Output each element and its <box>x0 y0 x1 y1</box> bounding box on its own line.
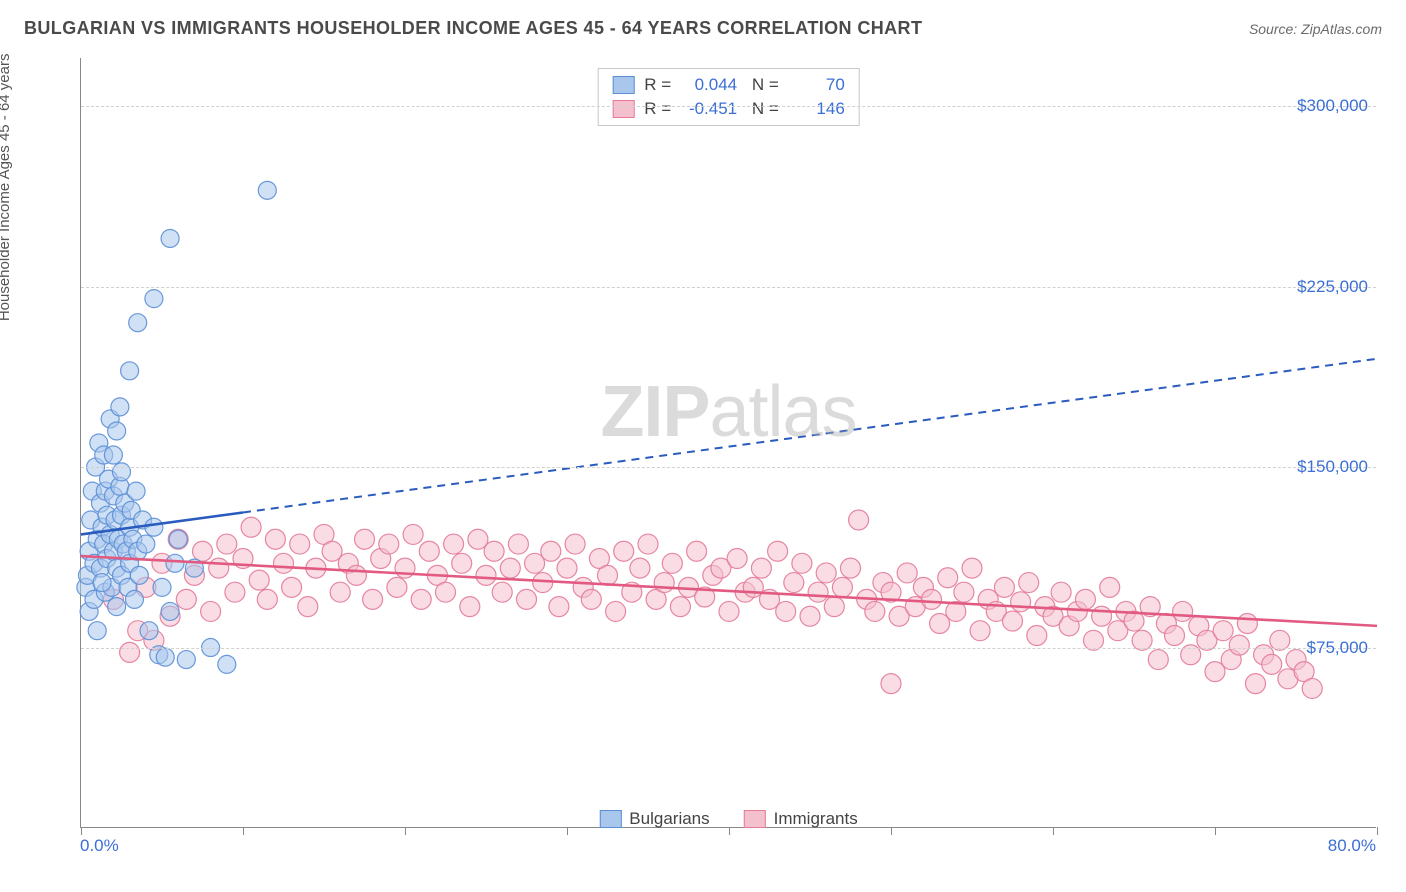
y-tick-label: $300,000 <box>1297 96 1368 116</box>
y-axis-label: Householder Income Ages 45 - 64 years <box>0 54 13 322</box>
x-tick <box>1377 827 1378 835</box>
legend-item: Bulgarians <box>599 809 709 829</box>
n-label: N = <box>747 99 779 119</box>
legend-stats-row: R = 0.044 N = 70 <box>612 73 845 97</box>
gridline <box>81 648 1376 649</box>
plot-area: ZIPatlas R = 0.044 N = 70 R = -0.451 N =… <box>80 58 1376 828</box>
r-value: -0.451 <box>681 99 737 119</box>
n-label: N = <box>747 75 779 95</box>
legend-swatch-icon <box>599 810 621 828</box>
legend-stats-row: R = -0.451 N = 146 <box>612 97 845 121</box>
x-tick <box>729 827 730 835</box>
legend-item: Immigrants <box>744 809 858 829</box>
legend-series: Bulgarians Immigrants <box>599 809 857 829</box>
x-tick <box>1215 827 1216 835</box>
r-value: 0.044 <box>681 75 737 95</box>
x-tick <box>567 827 568 835</box>
x-axis-start: 0.0% <box>80 836 119 856</box>
legend-swatch-icon <box>612 76 634 94</box>
x-tick <box>405 827 406 835</box>
gridline <box>81 287 1376 288</box>
x-tick <box>1053 827 1054 835</box>
y-tick-label: $225,000 <box>1297 277 1368 297</box>
gridline <box>81 467 1376 468</box>
x-tick <box>243 827 244 835</box>
scatter-svg <box>81 58 1376 827</box>
legend-swatch-icon <box>744 810 766 828</box>
n-value: 70 <box>789 75 845 95</box>
r-label: R = <box>644 99 671 119</box>
n-value: 146 <box>789 99 845 119</box>
gridline <box>81 106 1376 107</box>
legend-stats: R = 0.044 N = 70 R = -0.451 N = 146 <box>597 68 860 126</box>
x-axis-end: 80.0% <box>1328 836 1376 856</box>
y-tick-label: $75,000 <box>1307 638 1368 658</box>
legend-swatch-icon <box>612 100 634 118</box>
y-tick-label: $150,000 <box>1297 457 1368 477</box>
source-label: Source: ZipAtlas.com <box>1249 21 1382 37</box>
x-tick <box>81 827 82 835</box>
chart-title: BULGARIAN VS IMMIGRANTS HOUSEHOLDER INCO… <box>24 18 922 39</box>
legend-label: Immigrants <box>774 809 858 829</box>
x-tick <box>891 827 892 835</box>
legend-label: Bulgarians <box>629 809 709 829</box>
r-label: R = <box>644 75 671 95</box>
chart-container: ZIPatlas R = 0.044 N = 70 R = -0.451 N =… <box>24 50 1384 860</box>
